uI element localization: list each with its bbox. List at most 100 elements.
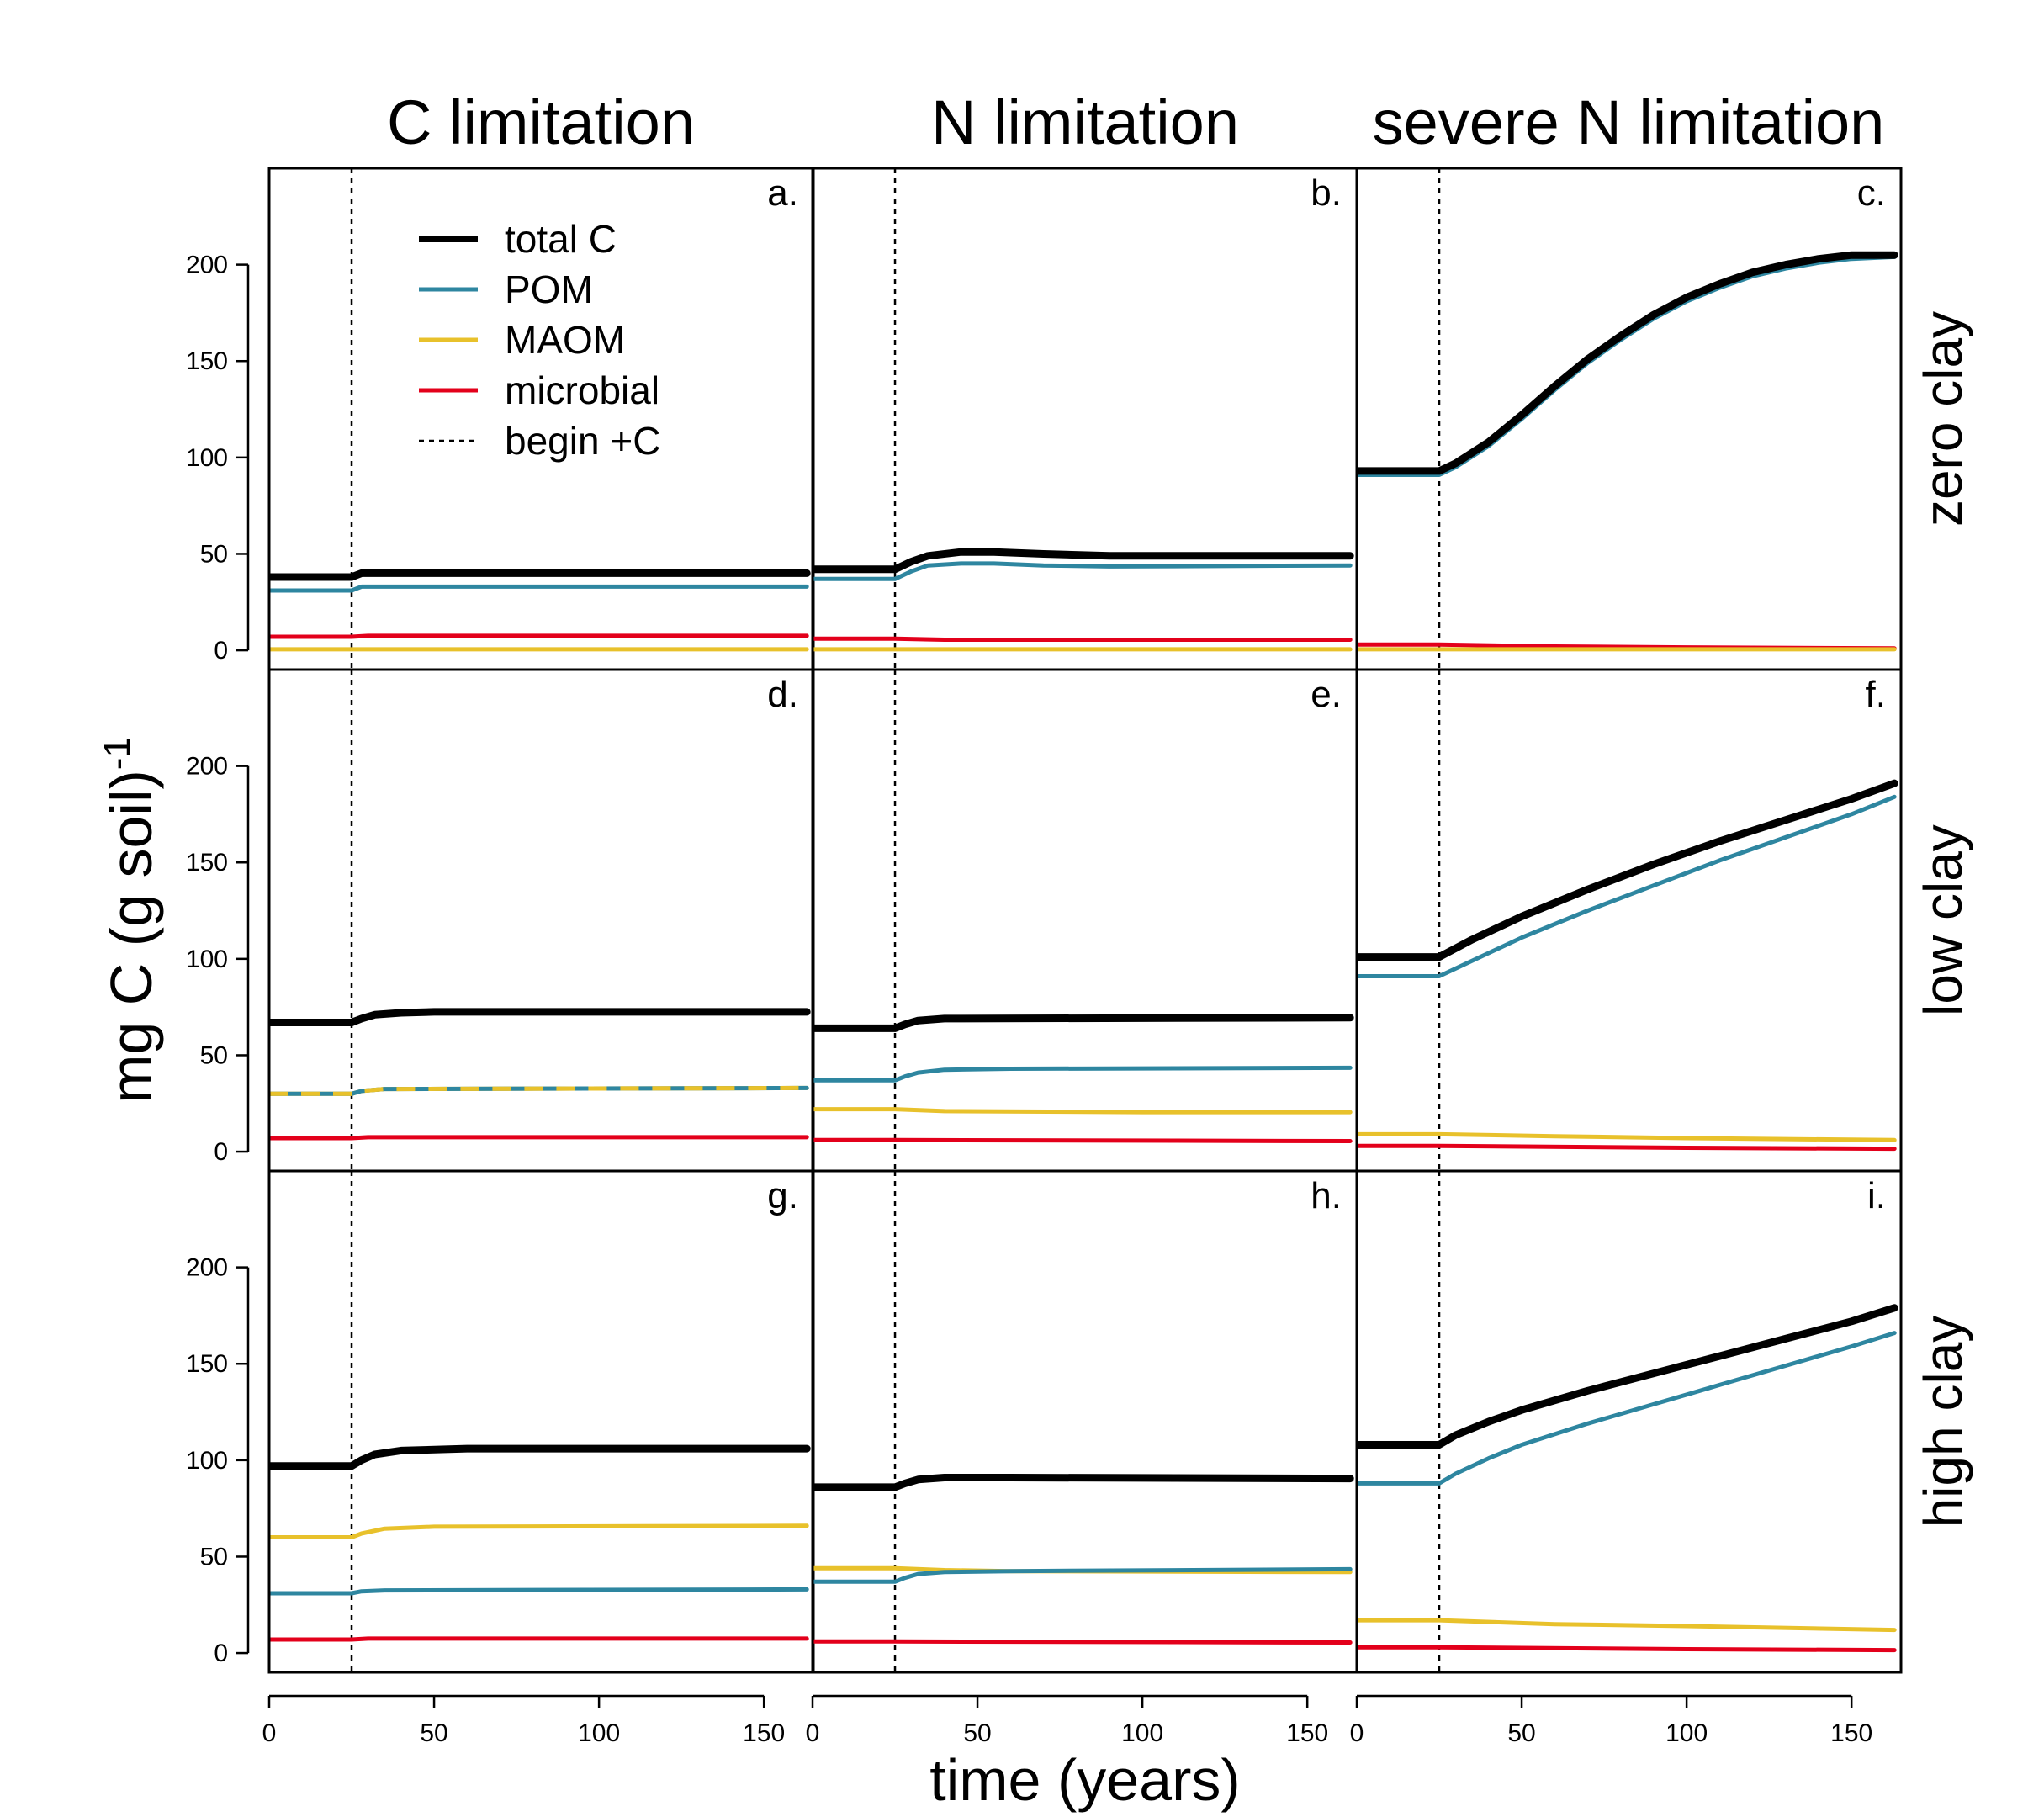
y-tick-label: 150 [186, 1350, 228, 1378]
legend-label: MAOM [505, 318, 625, 362]
y-tick-label: 50 [200, 540, 228, 568]
panel-letter: e. [1311, 674, 1342, 715]
panel-c: c. [1355, 167, 1903, 671]
y-tick-label: 0 [214, 1138, 228, 1166]
y-tick-label: 100 [186, 946, 228, 973]
row-title-zero-clay: zero clay [1913, 311, 1973, 527]
microbial-series-line [813, 1639, 1353, 1645]
panel-letter: d. [767, 674, 798, 715]
panels: a. 0 50 100 150 200 b. c. d. 0 50 100 150 200 e. f. g. 0 5… [186, 167, 1903, 1747]
y-tick-label: 150 [186, 849, 228, 877]
total-series-line [1357, 779, 1898, 961]
row-title-low-clay: low clay [1913, 824, 1973, 1016]
panel-h: h. 0 50 100 150 [806, 1169, 1358, 1747]
panel-letter: i. [1867, 1175, 1886, 1216]
legend-label: POM [505, 268, 593, 311]
total-series-line [1357, 251, 1898, 475]
panel-b: b. [811, 167, 1358, 671]
maom-series-line [269, 1523, 809, 1539]
legend-item-pom: POM [419, 268, 593, 311]
total-series-line [813, 1014, 1354, 1032]
y-axis-title-main: mg C (g soil) [98, 770, 164, 1104]
maom-series-line [813, 1107, 1353, 1115]
legend-label: microbial [505, 368, 659, 412]
panel-letter: c. [1857, 172, 1886, 214]
microbial-series-line [269, 633, 809, 639]
panel-letter: f. [1866, 674, 1886, 715]
x-tick-label: 150 [743, 1719, 785, 1747]
y-tick-label: 50 [200, 1543, 228, 1571]
total-series-line [813, 548, 1354, 574]
microbial-series-line [269, 1135, 809, 1141]
maom-series-line [1357, 1618, 1897, 1633]
pom-series-line [813, 1566, 1353, 1584]
y-tick-label: 100 [186, 444, 228, 472]
pom-series-line [1357, 1331, 1897, 1486]
legend-item-begin: begin +C [419, 419, 660, 463]
y-tick-label: 150 [186, 347, 228, 375]
pom-series-line [269, 1587, 809, 1596]
x-tick-label: 0 [806, 1719, 820, 1747]
column-title-c-limitation: C limitation [387, 87, 695, 157]
y-tick-label: 0 [214, 637, 228, 665]
y-axis: 0 50 100 150 200 [186, 252, 250, 665]
panel-e: e. [811, 668, 1358, 1173]
y-tick-label: 100 [186, 1447, 228, 1475]
panel-letter: h. [1311, 1175, 1342, 1216]
x-tick-label: 50 [963, 1719, 991, 1747]
panel-g: g. 0 50 100 150 200 0 50 100 150 [186, 1169, 815, 1747]
total-series-line [269, 569, 811, 581]
x-tick-label: 0 [262, 1719, 277, 1747]
panel-i: i. 0 50 100 150 [1350, 1169, 1903, 1747]
x-axis-title: time (years) [929, 1747, 1240, 1813]
y-tick-label: 200 [186, 1254, 228, 1282]
x-tick-label: 0 [1350, 1719, 1364, 1747]
microbial-series-line [813, 636, 1353, 642]
y-axis: 0 50 100 150 200 [186, 753, 250, 1166]
total-series-line [269, 1444, 811, 1470]
x-axis: 0 50 100 150 [262, 1694, 785, 1747]
y-tick-label: 200 [186, 252, 228, 279]
y-tick-label: 50 [200, 1041, 228, 1069]
legend-item-total: total C [419, 217, 617, 261]
pom-series-line [1357, 794, 1897, 978]
x-tick-label: 150 [1830, 1719, 1872, 1747]
microbial-series-line [1357, 1645, 1897, 1653]
panel-frame [1355, 1169, 1903, 1674]
column-title-n-limitation: N limitation [931, 87, 1239, 157]
y-tick-label: 200 [186, 753, 228, 781]
total-series-line [813, 1474, 1354, 1491]
legend: total C POM MAOM microbial begin +C [419, 217, 660, 463]
maom-series-line [1357, 1131, 1897, 1142]
total-series-line [269, 1008, 811, 1026]
microbial-series-line [813, 1137, 1353, 1143]
column-titles: C limitation N limitation severe N limit… [387, 87, 1884, 157]
row-title-high-clay: high clay [1913, 1316, 1973, 1528]
microbial-series-line [1357, 1143, 1897, 1152]
legend-label: total C [505, 217, 617, 261]
legend-label: begin +C [505, 419, 660, 463]
row-titles: zero clay low clay high clay [1913, 311, 1973, 1528]
panel-f: f. [1355, 668, 1903, 1173]
panel-letter: b. [1311, 172, 1342, 214]
panel-a: a. 0 50 100 150 200 [186, 167, 815, 671]
pom-series-line [813, 1065, 1353, 1083]
column-title-severe-n-limitation: severe N limitation [1373, 87, 1885, 157]
y-axis-title: mg C (g soil)-1 [97, 737, 164, 1104]
y-axis-title-superscript: -1 [97, 737, 138, 770]
x-tick-label: 50 [1507, 1719, 1535, 1747]
pom-series-line [269, 584, 809, 593]
panel-d: d. 0 50 100 150 200 [186, 668, 815, 1173]
x-axis: 0 50 100 150 [1350, 1694, 1872, 1747]
x-tick-label: 100 [1665, 1719, 1708, 1747]
y-tick-label: 0 [214, 1640, 228, 1667]
panel-letter: g. [767, 1175, 798, 1216]
legend-item-maom: MAOM [419, 318, 625, 362]
maom-series-dash-overlay [269, 1085, 808, 1096]
x-tick-label: 100 [578, 1719, 620, 1747]
panel-letter: a. [767, 172, 798, 214]
x-tick-label: 50 [420, 1719, 447, 1747]
pom-series-line [1357, 254, 1897, 477]
y-axis: 0 50 100 150 200 [186, 1254, 250, 1667]
